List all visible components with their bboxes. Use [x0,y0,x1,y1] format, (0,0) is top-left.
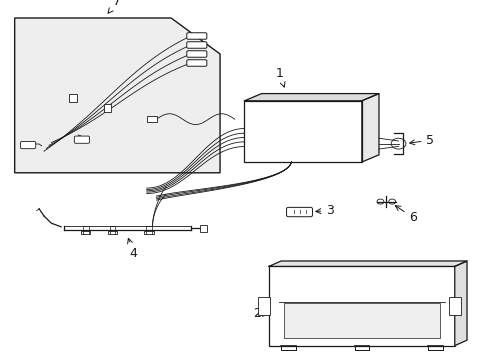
Bar [103,104,111,112]
Text: 7: 7 [108,0,121,13]
Bar [146,116,157,122]
Bar [69,94,77,102]
Bar [258,297,269,315]
Text: 4: 4 [127,238,137,260]
Text: 1: 1 [275,67,285,87]
Bar [268,266,454,346]
Text: 3: 3 [315,204,333,217]
Text: 6: 6 [395,206,416,224]
Text: 2: 2 [252,307,267,320]
Bar [199,225,207,232]
FancyBboxPatch shape [20,141,36,149]
Bar [144,231,154,234]
Text: 5: 5 [409,134,433,147]
Bar [283,303,439,338]
Polygon shape [244,94,378,101]
FancyBboxPatch shape [286,207,312,217]
Bar [448,297,460,315]
Polygon shape [268,261,466,266]
Polygon shape [454,261,466,346]
FancyBboxPatch shape [186,51,206,57]
FancyBboxPatch shape [186,42,206,48]
FancyBboxPatch shape [186,60,206,66]
Bar [244,101,361,162]
Bar [81,231,90,234]
Bar [107,231,117,234]
FancyBboxPatch shape [74,136,89,143]
FancyBboxPatch shape [186,33,206,39]
Polygon shape [15,18,220,173]
Polygon shape [361,94,378,162]
